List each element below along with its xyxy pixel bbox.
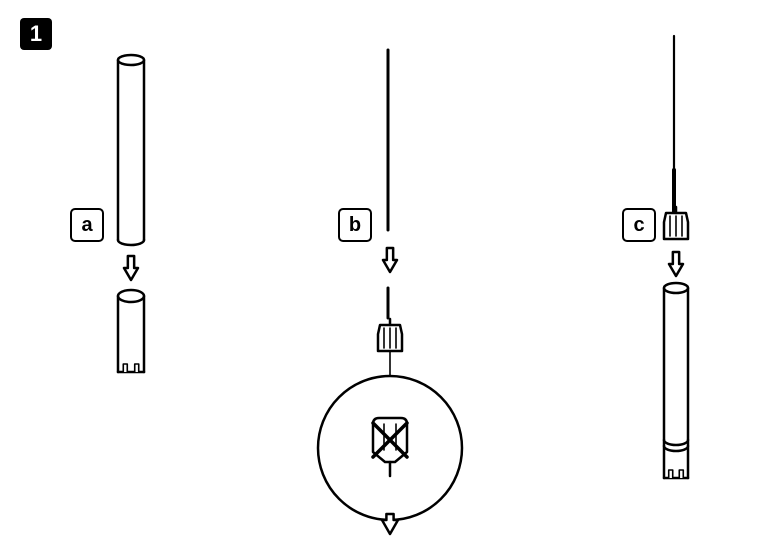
diagram-svg (0, 0, 770, 550)
diagram-canvas: 1 a b c No (0, 0, 770, 550)
